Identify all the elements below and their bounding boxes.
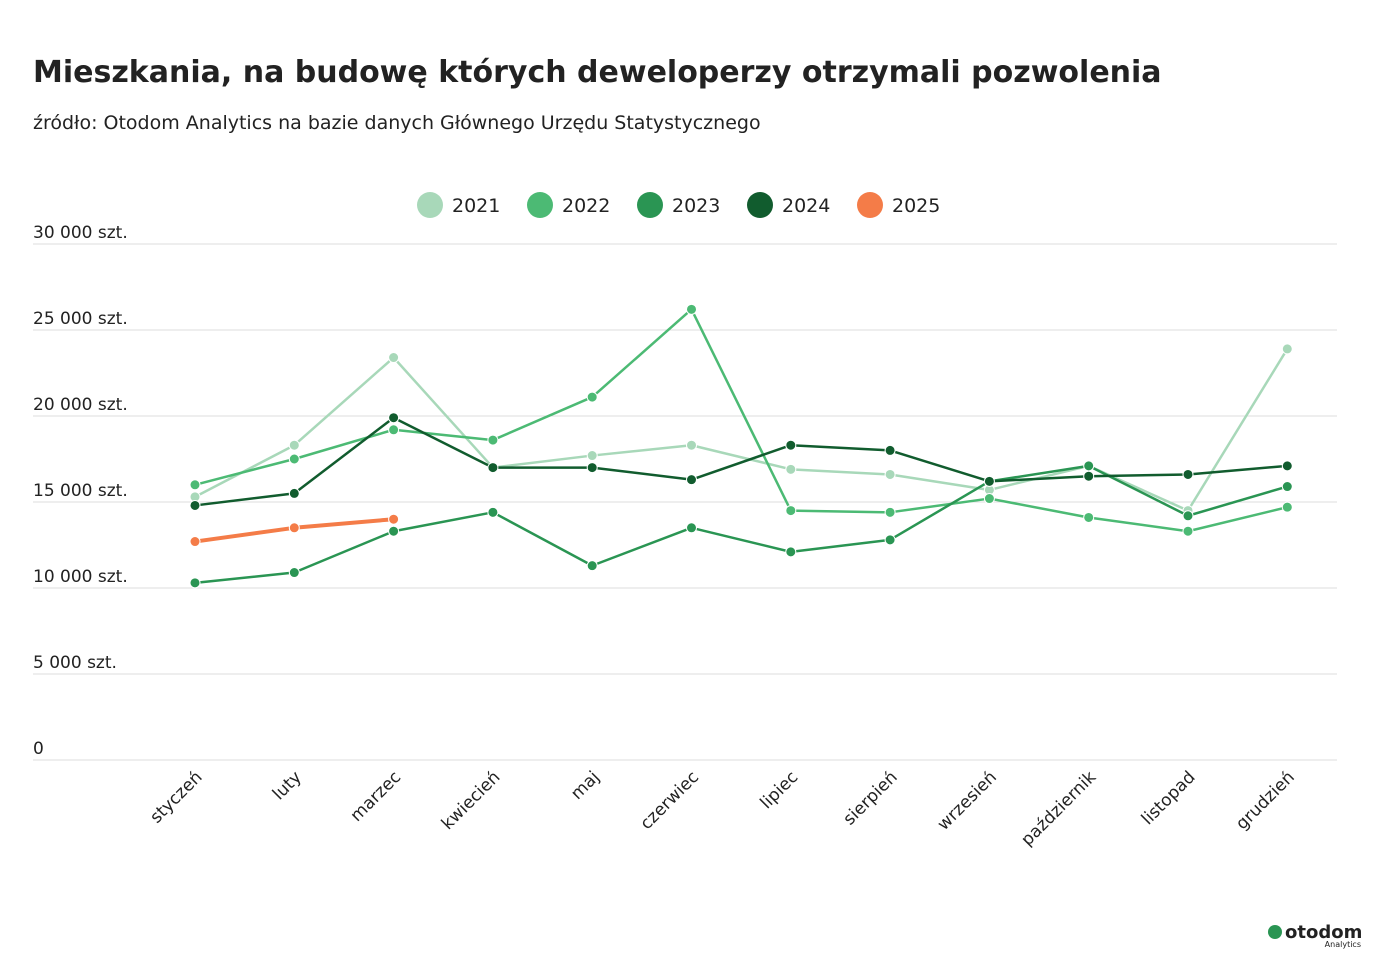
y-tick-label: 0 [33, 739, 44, 759]
data-point [785, 439, 797, 451]
data-point [586, 462, 598, 474]
logo: otodom [1285, 922, 1362, 943]
series-line [194, 464, 1288, 585]
data-point [288, 567, 300, 579]
y-tick-label: 20 000 szt. [33, 395, 128, 415]
data-point [1083, 470, 1095, 482]
y-tick-label: 5 000 szt. [33, 653, 117, 673]
legend-marker [857, 192, 883, 218]
series-line [194, 416, 1288, 507]
data-point [785, 546, 797, 558]
legend-label: 2022 [562, 195, 610, 217]
data-point [586, 560, 598, 572]
data-point [1083, 511, 1095, 523]
data-point [487, 434, 499, 446]
y-tick-label: 15 000 szt. [33, 481, 128, 501]
data-point [1083, 460, 1095, 472]
chart-subtitle: źródło: Otodom Analytics na bazie danych… [33, 112, 761, 134]
legend-label: 2025 [892, 195, 940, 217]
legend-label: 2023 [672, 195, 720, 217]
data-point [884, 468, 896, 480]
data-point [884, 534, 896, 546]
chart-title: Mieszkania, na budowę których deweloperz… [33, 55, 1162, 90]
data-point [189, 479, 201, 491]
logo-icon [1268, 925, 1282, 939]
data-point [487, 462, 499, 474]
data-point [189, 577, 201, 589]
data-point [1281, 343, 1293, 355]
data-point [785, 463, 797, 475]
series-line [194, 308, 1288, 533]
data-point [686, 439, 697, 451]
data-point [1281, 481, 1293, 493]
data-point [1281, 460, 1293, 472]
y-tick-label: 25 000 szt. [33, 309, 128, 329]
data-point [288, 453, 300, 465]
data-point [1182, 468, 1194, 480]
data-point [288, 522, 300, 534]
data-point [288, 439, 300, 451]
data-point [686, 522, 697, 534]
legend-label: 2024 [782, 195, 830, 217]
data-point [388, 412, 400, 424]
legend-marker [527, 192, 553, 218]
logo-sub: Analytics [1325, 940, 1361, 949]
data-point [785, 505, 797, 517]
y-tick-label: 30 000 szt. [33, 223, 128, 243]
legend-label: 2021 [452, 195, 500, 217]
legend-marker [747, 192, 773, 218]
data-point [1182, 510, 1194, 522]
data-point [1182, 525, 1194, 537]
data-point [586, 391, 598, 403]
data-point [1281, 501, 1293, 513]
legend-marker [417, 192, 443, 218]
data-point [686, 303, 697, 315]
data-point [487, 506, 499, 518]
data-point [189, 536, 201, 548]
data-point [884, 444, 896, 456]
data-point [388, 525, 400, 537]
data-point [388, 513, 400, 525]
y-tick-label: 10 000 szt. [33, 567, 128, 587]
legend-marker [637, 192, 663, 218]
data-point [686, 474, 697, 486]
data-point [288, 487, 300, 499]
data-point [388, 424, 400, 436]
data-point [983, 475, 995, 487]
data-point [388, 352, 400, 364]
data-point [884, 506, 896, 518]
data-point [983, 493, 995, 505]
data-point [189, 499, 201, 511]
data-point [586, 450, 598, 462]
